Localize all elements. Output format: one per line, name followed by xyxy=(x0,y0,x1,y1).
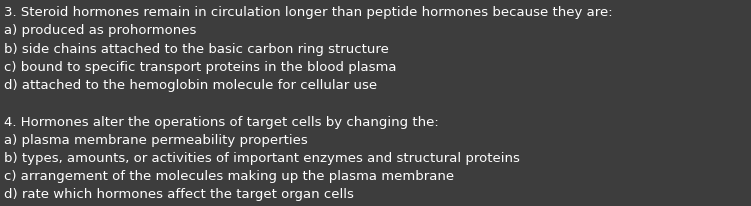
Text: 3. Steroid hormones remain in circulation longer than peptide hormones because t: 3. Steroid hormones remain in circulatio… xyxy=(4,6,612,19)
Text: d) rate which hormones affect the target organ cells: d) rate which hormones affect the target… xyxy=(4,187,354,200)
Text: c) bound to specific transport proteins in the blood plasma: c) bound to specific transport proteins … xyxy=(4,61,397,74)
Text: 4. Hormones alter the operations of target cells by changing the:: 4. Hormones alter the operations of targ… xyxy=(4,115,439,128)
Text: a) produced as prohormones: a) produced as prohormones xyxy=(4,24,196,37)
Text: a) plasma membrane permeability properties: a) plasma membrane permeability properti… xyxy=(4,133,307,146)
Text: c) arrangement of the molecules making up the plasma membrane: c) arrangement of the molecules making u… xyxy=(4,169,454,182)
Text: d) attached to the hemoglobin molecule for cellular use: d) attached to the hemoglobin molecule f… xyxy=(4,79,377,92)
Text: b) side chains attached to the basic carbon ring structure: b) side chains attached to the basic car… xyxy=(4,42,388,55)
Text: b) types, amounts, or activities of important enzymes and structural proteins: b) types, amounts, or activities of impo… xyxy=(4,151,520,164)
